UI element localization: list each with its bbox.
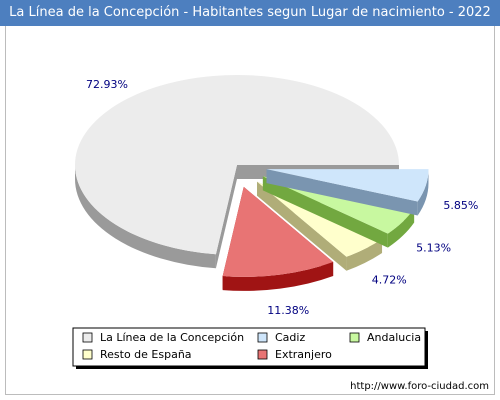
legend-label-andalucia: Andalucia bbox=[367, 331, 421, 344]
legend-swatch-la-linea-de-la-concepcion bbox=[82, 332, 93, 343]
legend: La Línea de la Concepción Cadiz Andalucia R… bbox=[72, 327, 428, 369]
footer-url: http://www.foro-ciudad.com bbox=[350, 381, 489, 392]
pie-slice-wall-resto-de-espana-1 bbox=[257, 181, 347, 271]
legend-item-andalucia: Andalucia bbox=[349, 331, 421, 344]
pie-slice-wall-la-linea-de-la-concepcion-0 bbox=[215, 165, 237, 269]
pie-slice-top-extranjero bbox=[222, 186, 334, 277]
data-label-andalucia: 5.13% bbox=[416, 242, 451, 255]
legend-item-la-linea-de-la-concepcion: La Línea de la Concepción bbox=[82, 331, 244, 344]
pie-slice-side-extranjero bbox=[222, 261, 334, 291]
data-label-extranjero: 11.38% bbox=[267, 304, 309, 317]
legend-swatch-cadiz bbox=[257, 332, 268, 343]
pie-slice-side-cadiz bbox=[417, 169, 429, 216]
legend-label-cadiz: Cadiz bbox=[275, 331, 305, 344]
legend-box bbox=[72, 327, 426, 367]
data-label-resto-de-espana: 4.72% bbox=[372, 273, 407, 286]
legend-label-resto-de-espana: Resto de España bbox=[100, 348, 192, 361]
data-label-la-linea-de-la-concepcion: 72.93% bbox=[86, 78, 128, 91]
pie-slices bbox=[74, 75, 429, 291]
legend-label-la-linea-de-la-concepcion: La Línea de la Concepción bbox=[100, 331, 244, 344]
legend-swatch-resto-de-espana bbox=[82, 349, 93, 360]
pie-slice-wall-andalucia-1 bbox=[262, 176, 388, 248]
data-label-cadiz: 5.85% bbox=[443, 199, 478, 212]
pie-slice-extranjero bbox=[222, 186, 334, 291]
pie-slice-cadiz bbox=[266, 169, 429, 216]
chart-title: La Línea de la Concepción - Habitantes s… bbox=[0, 0, 500, 26]
pie-slice-side-resto-de-espana bbox=[346, 239, 383, 271]
pie-slice-wall-cadiz-1 bbox=[266, 169, 418, 216]
pie-slice-andalucia bbox=[262, 176, 415, 248]
legend-swatch-extranjero bbox=[257, 349, 268, 360]
pie-slice-top-andalucia bbox=[262, 176, 415, 234]
pie-slice-side-andalucia bbox=[387, 208, 415, 248]
legend-swatch-andalucia bbox=[349, 332, 360, 343]
pie-slice-top-la-linea-de-la-concepcion bbox=[74, 75, 399, 255]
legend-label-extranjero: Extranjero bbox=[275, 348, 332, 361]
legend-item-extranjero: Extranjero bbox=[257, 348, 332, 361]
legend-item-resto-de-espana: Resto de España bbox=[82, 348, 192, 361]
pie-slice-top-cadiz bbox=[266, 169, 429, 202]
legend-item-cadiz: Cadiz bbox=[257, 331, 305, 344]
pie-slice-side-la-linea-de-la-concepcion bbox=[75, 165, 216, 269]
